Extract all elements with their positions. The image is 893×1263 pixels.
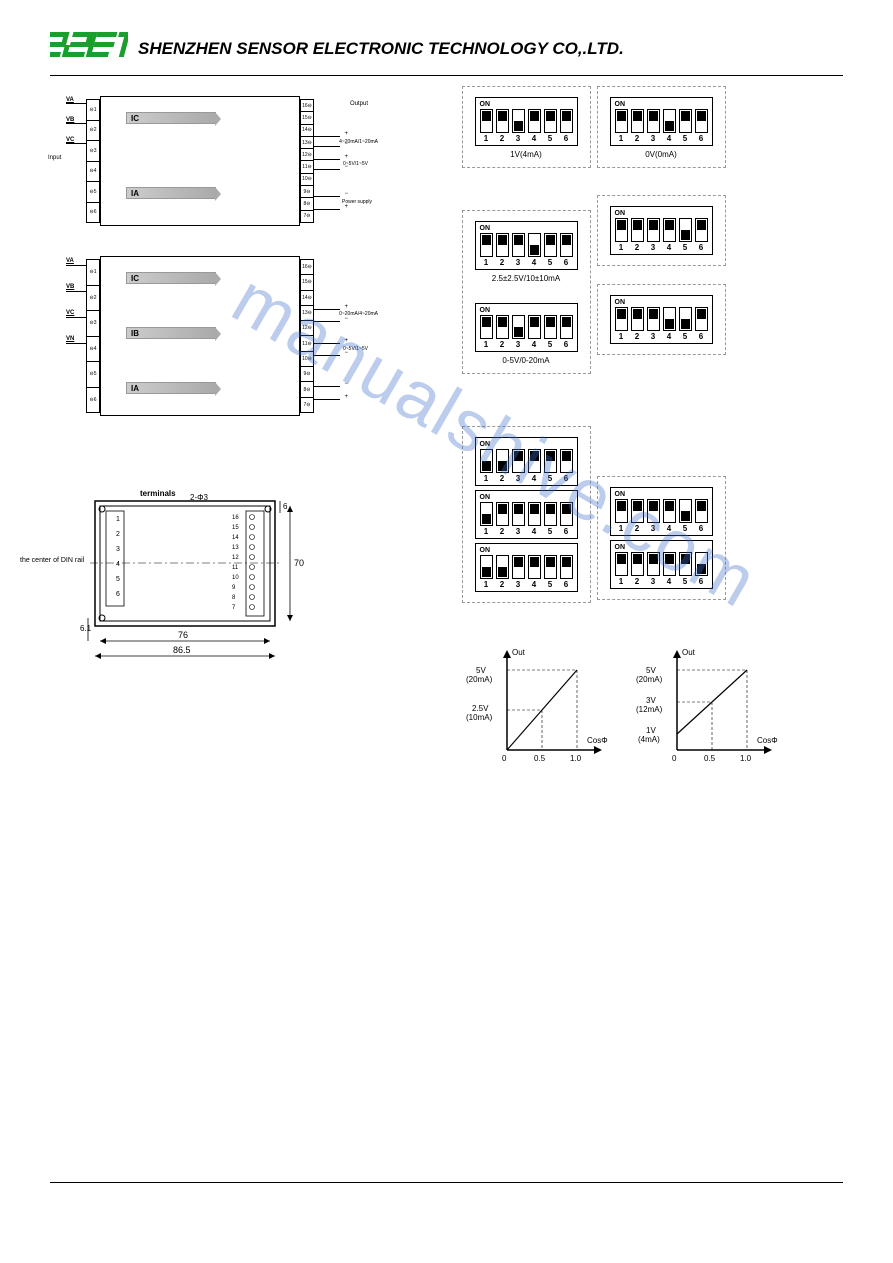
svg-text:5V: 5V	[646, 666, 656, 675]
svg-text:Out: Out	[682, 648, 696, 657]
dip-group-2-left: ON123456 2.5±2.5V/10±10mA ON123456 0-5V/…	[462, 210, 591, 374]
page-header: SHENZHEN SENSOR ELECTRONIC TECHNOLOGY CO…	[50, 30, 843, 76]
dip-switch: ON123456	[610, 97, 713, 146]
dip-group-2-tr: ON123456	[597, 195, 726, 266]
svg-text:6: 6	[283, 502, 288, 511]
svg-text:0.5: 0.5	[704, 754, 716, 763]
company-logo	[50, 30, 128, 67]
svg-text:(10mA): (10mA)	[466, 713, 493, 722]
svg-text:12: 12	[232, 555, 239, 561]
svg-text:16: 16	[232, 515, 239, 521]
svg-text:(4mA): (4mA)	[638, 735, 660, 744]
svg-text:6.1: 6.1	[80, 624, 92, 633]
svg-text:3: 3	[116, 546, 120, 553]
svg-text:(12mA): (12mA)	[636, 705, 663, 714]
dip-switch: ON123456	[610, 295, 713, 344]
dip-group-3-left: ON123456 ON123456 ON123456	[462, 426, 591, 603]
svg-text:8: 8	[232, 595, 236, 601]
footer-divider	[50, 1182, 843, 1183]
svg-text:0: 0	[672, 754, 677, 763]
dip-switch: ON123456	[475, 303, 578, 352]
dip-switch: ON123456	[475, 543, 578, 592]
svg-text:15: 15	[232, 525, 239, 531]
dip-switch: ON123456	[475, 221, 578, 270]
wiring-diagram-2: ⊖1⊖2⊖3 ⊖4⊖5⊖6 IC IB IA 16⊖15⊖14⊖ 13⊖12⊖1…	[70, 251, 330, 421]
svg-text:CosΦ: CosΦ	[757, 736, 778, 745]
dip-group-1b: ON123456 0V(0mA)	[597, 86, 726, 168]
svg-text:5: 5	[116, 576, 120, 583]
svg-text:9: 9	[232, 585, 236, 591]
dip-switch: ON123456	[475, 97, 578, 146]
svg-text:11: 11	[232, 565, 239, 571]
svg-text:10: 10	[232, 575, 239, 581]
wiring-diagram-1: ⊖1⊖2⊖3 ⊖4⊖5⊖6 IC IA 16⊖15⊖14⊖ 13⊖12⊖11⊖ …	[70, 91, 330, 231]
svg-text:1.0: 1.0	[740, 754, 752, 763]
svg-text:(20mA): (20mA)	[466, 675, 493, 684]
svg-text:2.5V: 2.5V	[472, 704, 489, 713]
svg-text:76: 76	[178, 630, 188, 640]
svg-text:(20mA): (20mA)	[636, 675, 663, 684]
svg-text:2: 2	[116, 531, 120, 538]
dip-group-1a: ON123456 1V(4mA)	[462, 86, 591, 168]
svg-text:70: 70	[294, 558, 304, 568]
dip-switch: ON123456	[610, 487, 713, 536]
svg-text:4: 4	[116, 561, 120, 568]
svg-text:Out: Out	[512, 648, 526, 657]
svg-text:14: 14	[232, 535, 239, 541]
svg-text:7: 7	[232, 605, 236, 611]
dip-group-3-right: ON123456 ON123456	[597, 476, 726, 600]
svg-text:86.5: 86.5	[173, 645, 191, 655]
svg-text:6: 6	[116, 591, 120, 598]
svg-text:13: 13	[232, 545, 239, 551]
graph-1: Out 5V (20mA) 2.5V (10mA) 0 0.5 1.0 CosΦ	[462, 635, 612, 775]
dip-switch: ON123456	[610, 540, 713, 589]
svg-text:CosΦ: CosΦ	[587, 736, 608, 745]
svg-text:1V: 1V	[646, 726, 656, 735]
svg-text:1.0: 1.0	[570, 754, 582, 763]
svg-text:0.5: 0.5	[534, 754, 546, 763]
output-graphs: Out 5V (20mA) 2.5V (10mA) 0 0.5 1.0 CosΦ	[462, 635, 844, 775]
graph-2: Out 5V (20mA) 3V (12mA) 1V (4mA) 0 0.5 1…	[632, 635, 782, 775]
svg-text:1: 1	[116, 516, 120, 523]
dip-switch: ON123456	[610, 206, 713, 255]
company-name: SHENZHEN SENSOR ELECTRONIC TECHNOLOGY CO…	[138, 39, 624, 59]
dip-group-2-br: ON123456	[597, 284, 726, 355]
svg-text:5V: 5V	[476, 666, 486, 675]
svg-text:0: 0	[502, 754, 507, 763]
dip-switch: ON123456	[475, 490, 578, 539]
svg-text:3V: 3V	[646, 696, 656, 705]
dip-switch: ON123456	[475, 437, 578, 486]
dimension-drawing: 1 2 3 4 5 6 16 15 14 13 12 11 10 9 8 7	[50, 481, 320, 671]
